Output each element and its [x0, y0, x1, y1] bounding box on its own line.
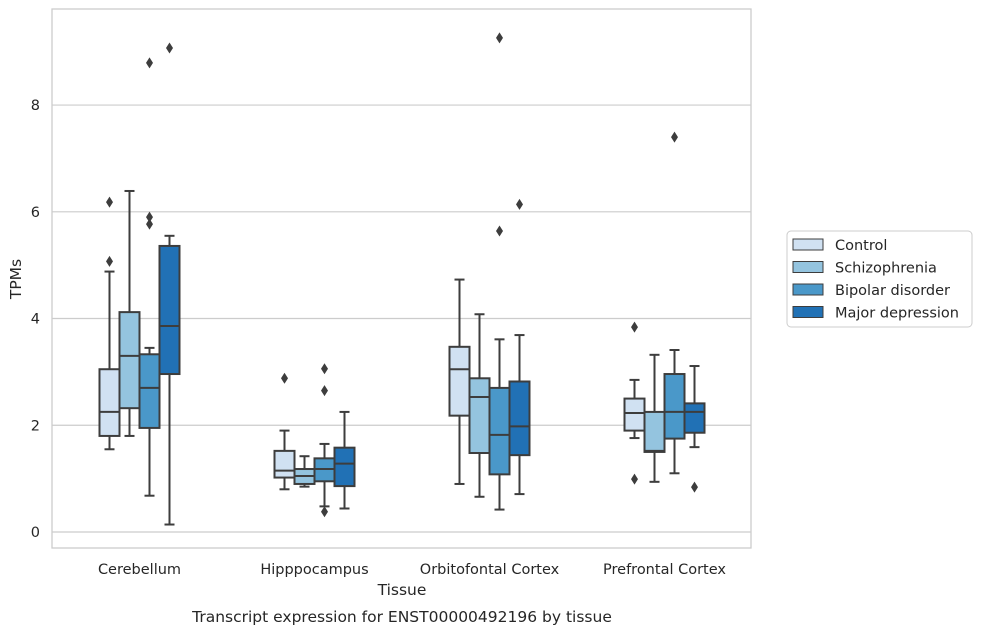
legend-label: Bipolar disorder — [835, 283, 950, 299]
chart-caption: Transcript expression for ENST0000049219… — [191, 608, 612, 626]
box — [138, 57, 161, 497]
y-axis-ticks: 0 2 4 6 8 — [31, 98, 40, 541]
x-tick-label: Hipppocampus — [260, 562, 368, 578]
box-body — [683, 402, 706, 434]
box — [333, 410, 356, 510]
legend-label: Schizophrenia — [835, 261, 937, 277]
box-body — [448, 345, 471, 417]
box — [158, 42, 181, 526]
legend-swatch — [792, 261, 824, 273]
outlier-point — [671, 131, 678, 143]
box-body — [273, 449, 296, 479]
outlier-point — [146, 218, 153, 230]
outlier-point — [166, 42, 173, 54]
box-body — [98, 368, 121, 437]
outlier-point — [691, 481, 698, 493]
y-tick-label: 0 — [31, 525, 40, 541]
legend-swatch — [792, 283, 824, 296]
outlier-point — [321, 363, 328, 375]
outlier-point — [146, 57, 153, 69]
legend-frame — [786, 230, 973, 328]
outlier-point — [496, 32, 503, 44]
grid-lines — [52, 104, 751, 533]
y-tick-label: 4 — [31, 312, 40, 328]
box — [683, 365, 706, 493]
box — [448, 278, 471, 485]
legend-label: Control — [835, 238, 887, 254]
box — [293, 455, 316, 488]
box-groups — [98, 32, 706, 526]
legend-label: Major depression — [835, 306, 959, 322]
outlier-point — [106, 196, 113, 208]
box-body — [488, 386, 511, 476]
y-tick-label: 6 — [31, 205, 40, 221]
box — [488, 32, 511, 511]
x-axis-label: Tissue — [377, 581, 427, 599]
outlier-point — [146, 211, 153, 223]
box — [313, 363, 336, 518]
box-body — [118, 311, 141, 410]
legend-swatch — [792, 238, 824, 251]
box-body — [663, 373, 686, 440]
outlier-point — [496, 225, 503, 237]
legend: Control Schizophrenia Bipolar disorder Majo… — [786, 230, 973, 328]
x-tick-label: Cerebellum — [98, 562, 181, 578]
y-tick-label: 8 — [31, 98, 40, 114]
box — [623, 321, 646, 485]
box — [468, 313, 491, 498]
box-body — [468, 377, 491, 455]
box — [643, 353, 666, 483]
outlier-point — [321, 385, 328, 397]
outlier-point — [516, 198, 523, 210]
outlier-point — [631, 473, 638, 485]
y-tick-label: 2 — [31, 418, 40, 434]
box-body — [333, 446, 356, 488]
box — [98, 196, 121, 451]
outlier-point — [106, 255, 113, 267]
outlier-point — [281, 372, 288, 384]
box-body — [158, 244, 181, 376]
x-axis-ticks: Cerebellum Hipppocampus Orbitofontal Corte… — [98, 562, 726, 578]
box — [663, 131, 686, 475]
box-body — [643, 410, 666, 453]
legend-swatch — [792, 306, 824, 318]
plot-frame — [51, 8, 752, 549]
x-tick-label: Orbitofontal Cortex — [420, 562, 560, 578]
box-body — [623, 397, 646, 432]
box — [118, 189, 141, 437]
box-body — [508, 380, 531, 457]
box-body — [138, 353, 161, 429]
y-axis-label: TPMs — [7, 259, 25, 300]
outlier-point — [321, 506, 328, 518]
box — [273, 372, 296, 491]
outlier-point — [631, 321, 638, 333]
x-tick-label: Prefrontal Cortex — [603, 562, 726, 578]
box — [508, 198, 531, 496]
